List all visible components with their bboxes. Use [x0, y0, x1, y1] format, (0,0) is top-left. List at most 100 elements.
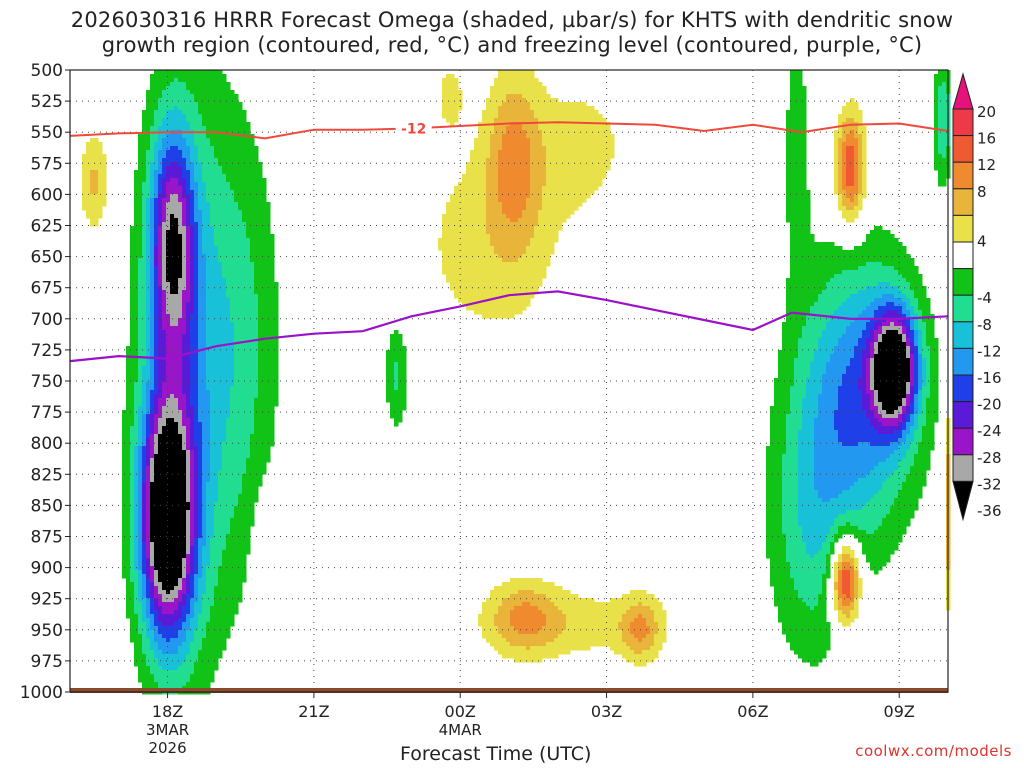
omega-cell	[150, 490, 155, 495]
omega-cell	[222, 418, 227, 423]
omega-cell	[138, 586, 143, 591]
omega-cell	[182, 450, 187, 455]
omega-cell	[230, 434, 235, 439]
omega-cell	[198, 542, 203, 547]
omega-cell	[174, 318, 179, 323]
omega-cell	[198, 370, 203, 375]
omega-cell	[146, 390, 151, 395]
omega-cell	[194, 494, 199, 499]
omega-cell	[142, 514, 147, 519]
omega-cell	[226, 486, 231, 491]
omega-cell	[126, 434, 131, 439]
omega-cell	[162, 134, 167, 139]
omega-cell	[134, 358, 139, 363]
omega-cell	[174, 530, 179, 535]
omega-cell	[182, 246, 187, 251]
omega-cell	[178, 462, 183, 467]
omega-cell	[254, 242, 259, 247]
omega-cell	[130, 502, 135, 507]
omega-cell	[186, 282, 191, 287]
omega-cell	[174, 406, 179, 411]
omega-cell	[162, 262, 167, 267]
omega-cell	[130, 458, 135, 463]
omega-cell	[194, 190, 199, 195]
omega-cell	[170, 466, 175, 471]
omega-cell	[178, 534, 183, 539]
omega-cell	[166, 442, 171, 447]
chart-title-line1: 2026030316 HRRR Forecast Omega (shaded, …	[70, 8, 954, 32]
omega-cell	[218, 446, 223, 451]
omega-cell	[210, 270, 215, 275]
omega-cell	[138, 442, 143, 447]
omega-cell	[182, 258, 187, 263]
omega-cell	[186, 482, 191, 487]
omega-cell	[126, 522, 131, 527]
omega-cell	[250, 198, 255, 203]
omega-cell	[214, 534, 219, 539]
omega-cell	[190, 546, 195, 551]
omega-cell	[206, 466, 211, 471]
omega-cell	[190, 354, 195, 359]
omega-cell	[146, 310, 151, 315]
omega-cell	[238, 266, 243, 271]
omega-cell	[190, 214, 195, 219]
omega-cell	[202, 258, 207, 263]
omega-cell	[210, 578, 215, 583]
omega-cell	[146, 526, 151, 531]
omega-cell	[126, 426, 131, 431]
omega-cell	[202, 102, 207, 107]
omega-cell	[262, 294, 267, 299]
omega-cell	[206, 322, 211, 327]
omega-cell	[182, 230, 187, 235]
omega-cell	[210, 674, 215, 679]
omega-cell	[186, 322, 191, 327]
omega-cell	[250, 422, 255, 427]
omega-cell	[262, 470, 267, 475]
omega-cell	[266, 386, 271, 391]
omega-cell	[218, 234, 223, 239]
omega-cell	[230, 582, 235, 587]
omega-cell	[94, 194, 99, 199]
omega-cell	[170, 530, 175, 535]
omega-cell	[226, 230, 231, 235]
omega-cell	[218, 602, 223, 607]
omega-cell	[126, 506, 131, 511]
omega-cell	[214, 526, 219, 531]
omega-cell	[174, 150, 179, 155]
omega-cell	[146, 394, 151, 399]
omega-cell	[158, 182, 163, 187]
omega-cell	[222, 578, 227, 583]
omega-cell	[142, 134, 147, 139]
omega-cell	[190, 602, 195, 607]
omega-cell	[194, 114, 199, 119]
omega-cell	[202, 154, 207, 159]
omega-cell	[242, 210, 247, 215]
omega-cell	[166, 138, 171, 143]
omega-cell	[182, 110, 187, 115]
omega-cell	[146, 490, 151, 495]
omega-cell	[250, 146, 255, 151]
omega-cell	[186, 542, 191, 547]
omega-cell	[206, 378, 211, 383]
omega-cell	[178, 158, 183, 163]
omega-cell	[266, 290, 271, 295]
omega-cell	[222, 110, 227, 115]
omega-cell	[146, 638, 151, 643]
omega-cell	[214, 442, 219, 447]
omega-cell	[226, 382, 231, 387]
omega-cell	[138, 510, 143, 515]
omega-cell	[242, 338, 247, 343]
omega-cell	[122, 438, 127, 443]
omega-cell	[146, 510, 151, 515]
omega-cell	[146, 114, 151, 119]
omega-cell	[234, 374, 239, 379]
omega-cell	[150, 118, 155, 123]
omega-cell	[190, 174, 195, 179]
omega-cell	[206, 414, 211, 419]
omega-cell	[202, 462, 207, 467]
omega-cell	[170, 278, 175, 283]
omega-cell	[178, 370, 183, 375]
omega-cell	[194, 398, 199, 403]
omega-cell	[210, 258, 215, 263]
omega-cell	[186, 402, 191, 407]
